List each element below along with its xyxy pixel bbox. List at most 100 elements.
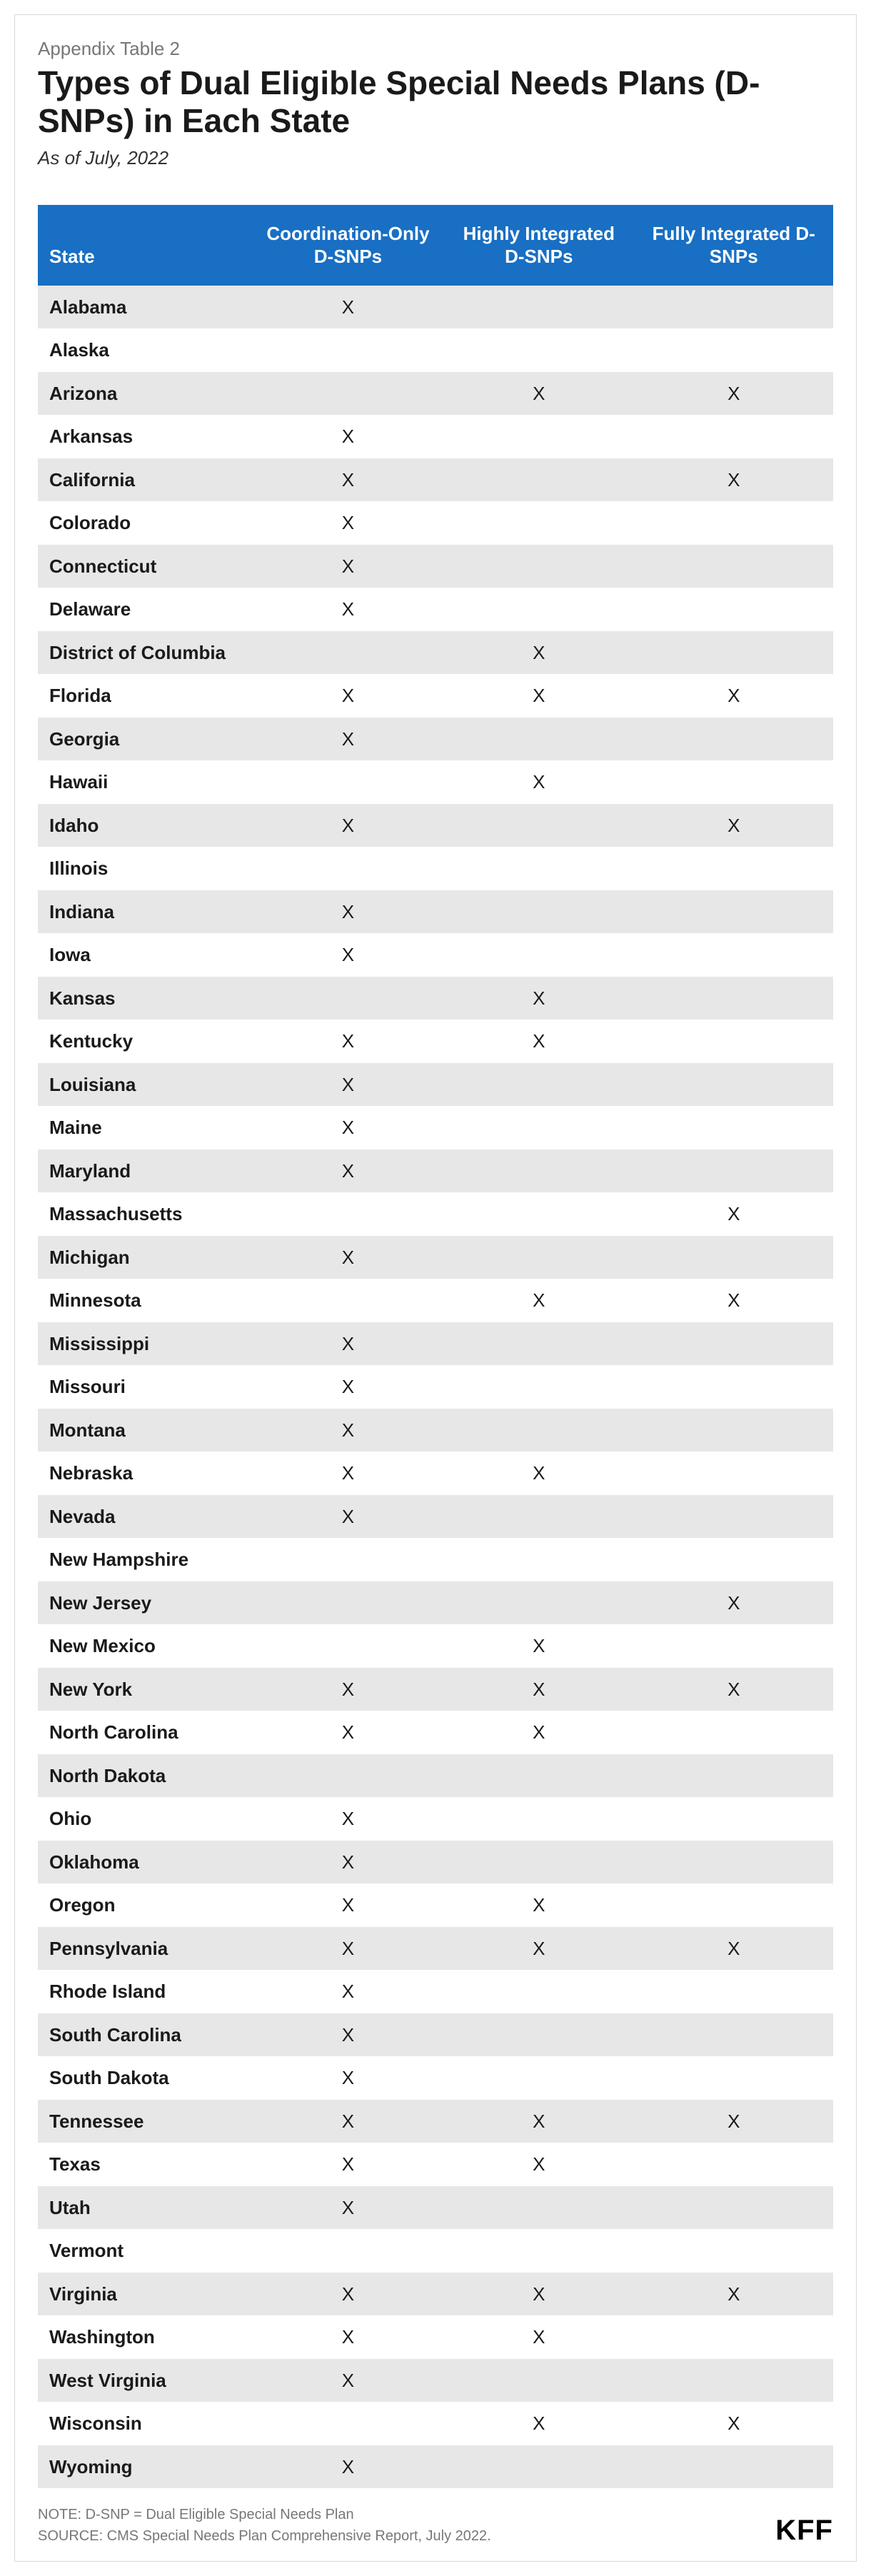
cell-state: Ohio	[38, 1797, 253, 1841]
cell-mark	[634, 631, 833, 675]
cell-mark: X	[443, 631, 634, 675]
cell-mark: X	[253, 286, 443, 329]
cell-state: Nebraska	[38, 1451, 253, 1495]
cell-mark	[443, 415, 634, 458]
cell-mark	[443, 1322, 634, 1366]
table-row: MaineX	[38, 1106, 833, 1149]
cell-mark: X	[253, 1668, 443, 1711]
table-row: North CarolinaXX	[38, 1711, 833, 1754]
cell-mark	[253, 1538, 443, 1581]
table-row: New JerseyX	[38, 1581, 833, 1625]
cell-mark	[443, 545, 634, 588]
table-row: KansasX	[38, 977, 833, 1020]
dsnp-table: State Coordination-Only D-SNPs Highly In…	[38, 205, 833, 2489]
table-row: NevadaX	[38, 1495, 833, 1539]
cell-mark	[443, 1841, 634, 1884]
footnote-note: NOTE: D-SNP = Dual Eligible Special Need…	[38, 2504, 491, 2525]
cell-state: Alaska	[38, 328, 253, 372]
cell-mark	[634, 1106, 833, 1149]
table-row: South CarolinaX	[38, 2013, 833, 2057]
cell-mark	[253, 1279, 443, 1322]
cell-mark: X	[634, 674, 833, 718]
cell-mark	[634, 1711, 833, 1754]
cell-state: New Hampshire	[38, 1538, 253, 1581]
table-row: ArkansasX	[38, 415, 833, 458]
table-row: New Hampshire	[38, 1538, 833, 1581]
cell-mark: X	[253, 1927, 443, 1971]
cell-state: New York	[38, 1668, 253, 1711]
table-row: AlabamaX	[38, 286, 833, 329]
table-row: PennsylvaniaXXX	[38, 1927, 833, 1971]
cell-mark: X	[443, 1711, 634, 1754]
cell-state: North Carolina	[38, 1711, 253, 1754]
cell-mark	[443, 2229, 634, 2273]
cell-mark	[634, 286, 833, 329]
cell-mark	[443, 933, 634, 977]
table-row: New YorkXXX	[38, 1668, 833, 1711]
cell-mark	[634, 545, 833, 588]
table-row: IowaX	[38, 933, 833, 977]
cell-state: California	[38, 458, 253, 502]
cell-mark	[443, 501, 634, 545]
cell-mark	[634, 1883, 833, 1927]
cell-mark	[634, 2315, 833, 2359]
table-row: CaliforniaXX	[38, 458, 833, 502]
table-row: VirginiaXXX	[38, 2273, 833, 2316]
cell-mark: X	[253, 2186, 443, 2230]
cell-mark: X	[253, 1149, 443, 1193]
col-header-coord: Coordination-Only D-SNPs	[253, 205, 443, 286]
cell-mark	[634, 1322, 833, 1366]
table-row: TexasXX	[38, 2143, 833, 2186]
cell-mark	[634, 1063, 833, 1107]
cell-mark: X	[443, 1624, 634, 1668]
cell-mark: X	[443, 1927, 634, 1971]
cell-mark	[443, 1495, 634, 1539]
table-row: IdahoXX	[38, 804, 833, 847]
cell-mark: X	[253, 588, 443, 631]
cell-state: Illinois	[38, 847, 253, 890]
cell-state: Washington	[38, 2315, 253, 2359]
cell-state: Arizona	[38, 372, 253, 416]
cell-mark: X	[443, 1020, 634, 1063]
table-row: FloridaXXX	[38, 674, 833, 718]
footnotes: NOTE: D-SNP = Dual Eligible Special Need…	[38, 2504, 491, 2547]
cell-mark	[634, 2056, 833, 2100]
cell-mark	[253, 328, 443, 372]
cell-state: Mississippi	[38, 1322, 253, 1366]
cell-mark	[634, 1841, 833, 1884]
cell-mark	[634, 1365, 833, 1409]
cell-state: Missouri	[38, 1365, 253, 1409]
cell-mark	[634, 2186, 833, 2230]
cell-mark	[634, 2359, 833, 2403]
cell-mark	[634, 760, 833, 804]
cell-mark: X	[253, 415, 443, 458]
cell-mark: X	[634, 1581, 833, 1625]
cell-state: Tennessee	[38, 2100, 253, 2143]
cell-mark	[634, 328, 833, 372]
kff-logo: KFF	[775, 2515, 833, 2547]
cell-mark: X	[253, 2273, 443, 2316]
col-header-fully: Fully Integrated D-SNPs	[634, 205, 833, 286]
table-row: MissouriX	[38, 1365, 833, 1409]
cell-mark	[253, 631, 443, 675]
cell-mark	[634, 1020, 833, 1063]
cell-mark	[253, 847, 443, 890]
cell-mark: X	[253, 674, 443, 718]
cell-state: Maryland	[38, 1149, 253, 1193]
cell-mark: X	[443, 2402, 634, 2445]
cell-mark: X	[253, 1365, 443, 1409]
subtitle: As of July, 2022	[38, 147, 833, 169]
table-row: TennesseeXXX	[38, 2100, 833, 2143]
cell-mark	[634, 1236, 833, 1279]
page-title: Types of Dual Eligible Special Needs Pla…	[38, 64, 833, 140]
cell-mark	[443, 2359, 634, 2403]
cell-mark: X	[443, 977, 634, 1020]
cell-state: Kentucky	[38, 1020, 253, 1063]
cell-mark: X	[253, 2013, 443, 2057]
cell-state: Massachusetts	[38, 1192, 253, 1236]
cell-mark	[443, 1754, 634, 1798]
table-row: New MexicoX	[38, 1624, 833, 1668]
table-row: Vermont	[38, 2229, 833, 2273]
table-row: UtahX	[38, 2186, 833, 2230]
table-row: MichiganX	[38, 1236, 833, 1279]
